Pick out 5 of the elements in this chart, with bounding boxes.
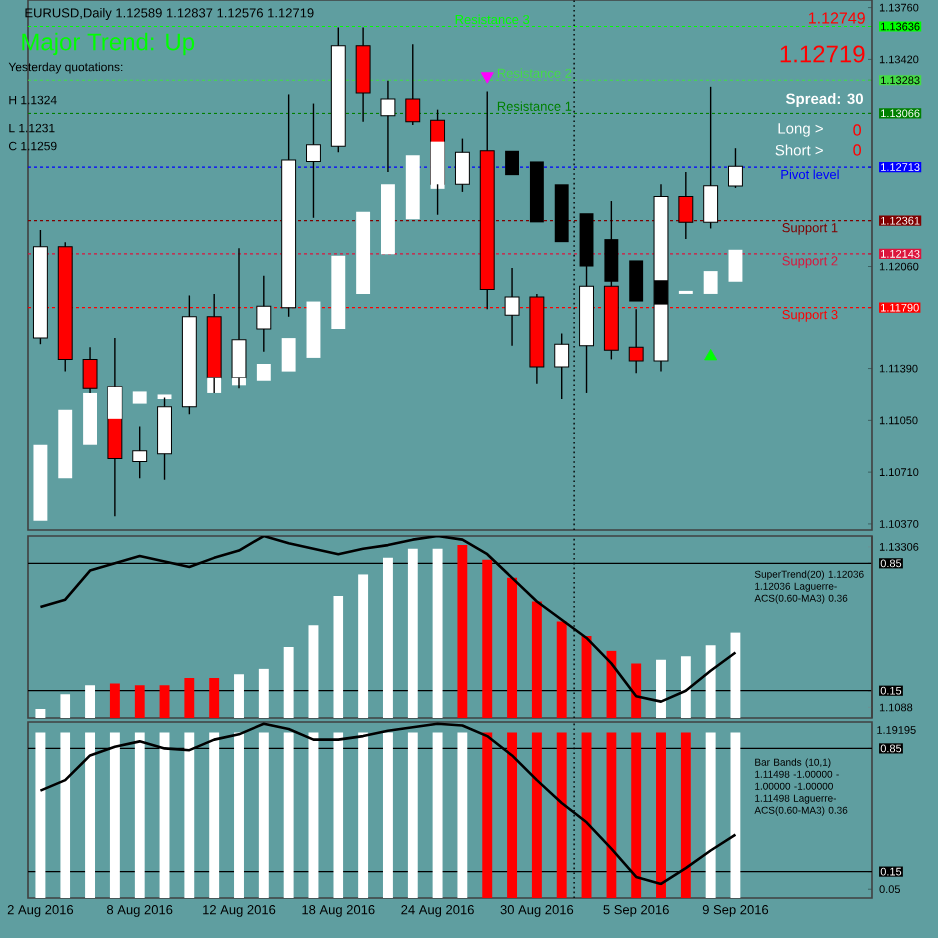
annotation: 1.12719 (780, 45, 865, 63)
annotation: 1.12749 (808, 12, 865, 24)
annotation: Major Trend: Up (22, 32, 195, 56)
annotation: 0 (853, 144, 861, 156)
annotation: 0 (853, 124, 861, 136)
